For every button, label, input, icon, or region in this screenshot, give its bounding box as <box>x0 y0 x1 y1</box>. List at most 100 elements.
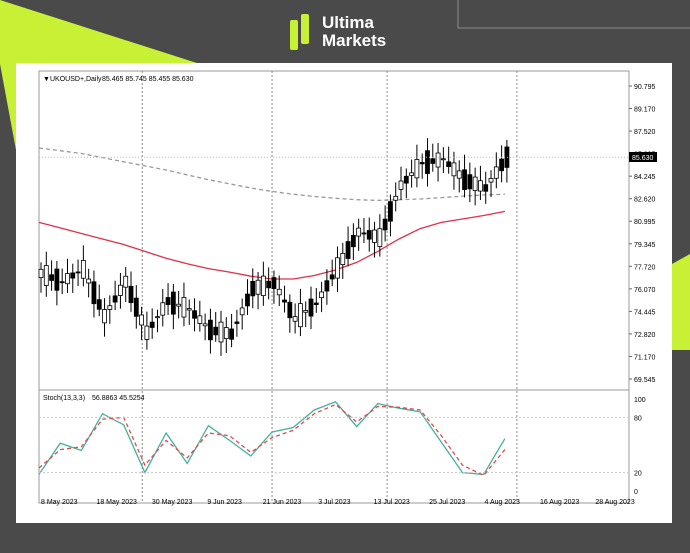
candle-body <box>440 158 446 161</box>
vertical-gridlines <box>141 71 518 503</box>
candle-body <box>260 275 266 297</box>
x-tick-label: 18 May 2023 <box>96 499 137 506</box>
candle-body <box>287 301 293 319</box>
candle-body <box>176 303 182 307</box>
candle-body <box>462 169 467 190</box>
candle-body <box>118 284 123 296</box>
candle-body <box>229 328 234 340</box>
candle-body <box>128 285 134 304</box>
y-tick-label: 79.345 <box>634 242 656 249</box>
candle-body <box>181 297 187 318</box>
x-tick-label: 28 Aug 2023 <box>595 499 634 506</box>
candle-body <box>112 295 118 303</box>
x-tick-label: 4 Aug 2023 <box>485 499 521 506</box>
candle-body <box>213 326 219 336</box>
candle-body <box>43 265 49 286</box>
candle-body <box>49 274 54 281</box>
candle-body <box>186 308 192 311</box>
candle-body <box>123 275 129 288</box>
candle-body <box>303 310 309 313</box>
chart-card: 90.79589.17087.52085.89584.24582.62080.9… <box>16 63 672 523</box>
candle-body <box>292 316 298 322</box>
candle-body <box>202 323 208 327</box>
candle-body <box>372 229 377 243</box>
accent-triangle-left <box>0 0 200 64</box>
y-tick-label: 74.445 <box>634 309 656 316</box>
chart-title: UKOUSD+,Daily <box>50 76 102 83</box>
candle-body <box>276 288 282 296</box>
candle-body <box>133 297 139 317</box>
ma-long-line <box>38 147 505 202</box>
ultima-logo-icon <box>290 14 309 50</box>
stoch-axis: 100 80 20 0 <box>39 397 646 496</box>
candle-body <box>446 161 452 167</box>
candle-body <box>96 299 102 310</box>
candle-body <box>80 260 86 279</box>
candle-body <box>223 327 229 340</box>
candle-body <box>478 180 483 192</box>
candle-body <box>65 273 70 285</box>
candle-body <box>234 321 240 324</box>
x-tick-label: 21 Jun 2023 <box>263 499 302 506</box>
chart-ohlc: 85.465 85.745 85.455 85.630 <box>102 76 194 83</box>
candle-body <box>298 303 303 328</box>
candle-body <box>366 230 372 240</box>
brand-name-line1: Ultima <box>322 13 374 32</box>
candle-body <box>504 146 510 168</box>
stoch-tick-label: 20 <box>634 471 642 478</box>
candle-body <box>403 175 409 184</box>
candle-body <box>165 297 171 305</box>
stoch-tick-label: 0 <box>634 489 638 496</box>
candle-body <box>451 162 457 177</box>
chart-frame <box>38 70 630 504</box>
candle-body <box>361 232 367 235</box>
x-tick-label: 8 May 2023 <box>41 499 78 506</box>
candle-body <box>155 316 160 319</box>
current-price-label: 85.630 <box>632 155 654 162</box>
candle-body <box>483 184 489 192</box>
header: Ultima Markets <box>0 0 690 64</box>
candle-body <box>377 228 383 247</box>
candle-body <box>324 280 330 292</box>
candle-body <box>435 152 441 168</box>
candle-body <box>313 302 319 305</box>
series-line <box>38 147 505 202</box>
candle-body <box>107 305 113 310</box>
y-tick-label: 87.520 <box>634 129 656 136</box>
candle-body <box>59 281 65 284</box>
candle-body <box>467 174 473 190</box>
candle-body <box>54 268 60 291</box>
candle-body <box>208 319 213 341</box>
candle-body <box>160 302 166 316</box>
brand-name-line2: Markets <box>322 31 387 50</box>
date-axis: 8 May 2023 18 May 2023 30 May 2023 9 Jun 20… <box>41 499 635 506</box>
y-tick-label: 89.170 <box>634 107 656 114</box>
candle-body <box>75 271 81 274</box>
series-line <box>38 401 506 476</box>
candle-body <box>345 241 351 259</box>
y-tick-label: 90.795 <box>634 84 656 91</box>
x-tick-label: 13 Jul 2023 <box>374 499 410 506</box>
chart-title-arrow-icon: ▼ <box>43 76 50 83</box>
candle-body <box>149 321 155 328</box>
series-line <box>38 403 506 477</box>
candle-body <box>419 162 425 165</box>
candle-body <box>255 279 261 295</box>
candle-body <box>409 172 415 176</box>
accent-strip-right <box>672 254 690 350</box>
candle-body <box>350 235 356 248</box>
x-tick-label: 25 Jul 2023 <box>429 499 465 506</box>
candle-body <box>266 280 272 289</box>
candle-body <box>282 299 287 303</box>
candle-body <box>250 281 256 297</box>
candle-body <box>329 274 335 280</box>
candle-body <box>70 272 76 279</box>
candle-body <box>472 176 478 191</box>
candle-body <box>86 278 92 284</box>
candle-body <box>430 158 436 164</box>
candle-body <box>456 170 462 179</box>
candle-body <box>245 293 250 307</box>
y-tick-label: 71.170 <box>634 354 656 361</box>
deco-line-right <box>457 0 690 29</box>
candle-body <box>144 325 150 340</box>
